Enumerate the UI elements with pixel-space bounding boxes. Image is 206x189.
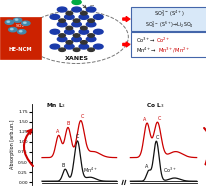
Text: A: A [145, 164, 148, 169]
Circle shape [50, 15, 59, 19]
Circle shape [7, 21, 9, 22]
Circle shape [59, 19, 65, 22]
Circle shape [93, 15, 103, 19]
Text: C: C [75, 135, 79, 139]
Text: Co$^{2+}$: Co$^{2+}$ [156, 36, 170, 45]
Circle shape [86, 37, 95, 42]
Circle shape [79, 29, 88, 34]
FancyBboxPatch shape [0, 17, 41, 59]
Circle shape [87, 34, 94, 37]
FancyArrowPatch shape [24, 130, 33, 166]
Circle shape [18, 30, 26, 34]
Text: Mn$^{3+}$/Mn$^{2+}$: Mn$^{3+}$/Mn$^{2+}$ [158, 46, 190, 55]
Circle shape [13, 18, 22, 22]
Text: XANES: XANES [64, 56, 88, 61]
Circle shape [5, 20, 13, 24]
Circle shape [71, 37, 81, 42]
Circle shape [59, 48, 65, 51]
FancyBboxPatch shape [131, 7, 206, 31]
Text: Co$^{3+}$→: Co$^{3+}$→ [135, 36, 155, 45]
Text: e$^-$: e$^-$ [89, 3, 96, 10]
Circle shape [66, 26, 72, 30]
Circle shape [66, 12, 72, 15]
FancyArrowPatch shape [122, 17, 129, 22]
Circle shape [11, 29, 13, 30]
Text: C: C [157, 116, 160, 121]
Circle shape [86, 7, 95, 12]
Circle shape [73, 48, 80, 51]
Circle shape [72, 0, 81, 5]
FancyArrowPatch shape [203, 128, 206, 164]
Circle shape [50, 44, 59, 49]
Circle shape [64, 15, 74, 19]
Text: B: B [61, 163, 64, 168]
Text: Co L$_3$: Co L$_3$ [145, 101, 164, 110]
Circle shape [66, 41, 72, 44]
Circle shape [80, 41, 87, 44]
Circle shape [19, 31, 22, 32]
Circle shape [71, 7, 81, 12]
Text: B: B [66, 121, 69, 126]
Circle shape [86, 22, 95, 27]
Text: Mn$^{4+}$→: Mn$^{4+}$→ [135, 46, 156, 55]
Circle shape [64, 29, 74, 34]
Circle shape [64, 44, 74, 49]
Text: Mn L$_3$: Mn L$_3$ [46, 101, 66, 110]
Text: SO$_4^{2-}$ (S$^{6+}$)→Li$_2$SO$_4$: SO$_4^{2-}$ (S$^{6+}$)→Li$_2$SO$_4$ [144, 19, 193, 30]
Circle shape [73, 19, 80, 22]
Text: A: A [55, 129, 59, 134]
Circle shape [57, 37, 67, 42]
Circle shape [22, 21, 30, 25]
Circle shape [79, 44, 88, 49]
Text: C: C [80, 114, 84, 119]
Circle shape [71, 22, 81, 27]
Text: C: C [156, 135, 159, 140]
Circle shape [15, 19, 18, 20]
Circle shape [9, 28, 17, 32]
Circle shape [93, 44, 103, 49]
Circle shape [57, 22, 67, 27]
Text: SO$_2$: SO$_2$ [15, 23, 25, 30]
Circle shape [59, 34, 65, 37]
Circle shape [80, 26, 87, 30]
Y-axis label: Absorption [arb.un.]: Absorption [arb.un.] [10, 120, 15, 169]
Circle shape [57, 7, 67, 12]
FancyArrowPatch shape [122, 42, 129, 47]
Circle shape [79, 15, 88, 19]
Circle shape [23, 22, 26, 23]
Text: Co$^{3+}$: Co$^{3+}$ [162, 166, 176, 175]
Circle shape [93, 29, 103, 34]
Text: HE-NCM: HE-NCM [8, 47, 32, 52]
Text: Mn$^{4+}$: Mn$^{4+}$ [82, 166, 97, 175]
Circle shape [80, 12, 87, 15]
FancyBboxPatch shape [131, 32, 206, 57]
Circle shape [73, 34, 80, 37]
Circle shape [50, 29, 59, 34]
Circle shape [87, 19, 94, 22]
Circle shape [87, 48, 94, 51]
Text: A: A [142, 117, 146, 122]
Text: SO$_3^{2-}$ (S$^{4+}$): SO$_3^{2-}$ (S$^{4+}$) [153, 8, 184, 19]
